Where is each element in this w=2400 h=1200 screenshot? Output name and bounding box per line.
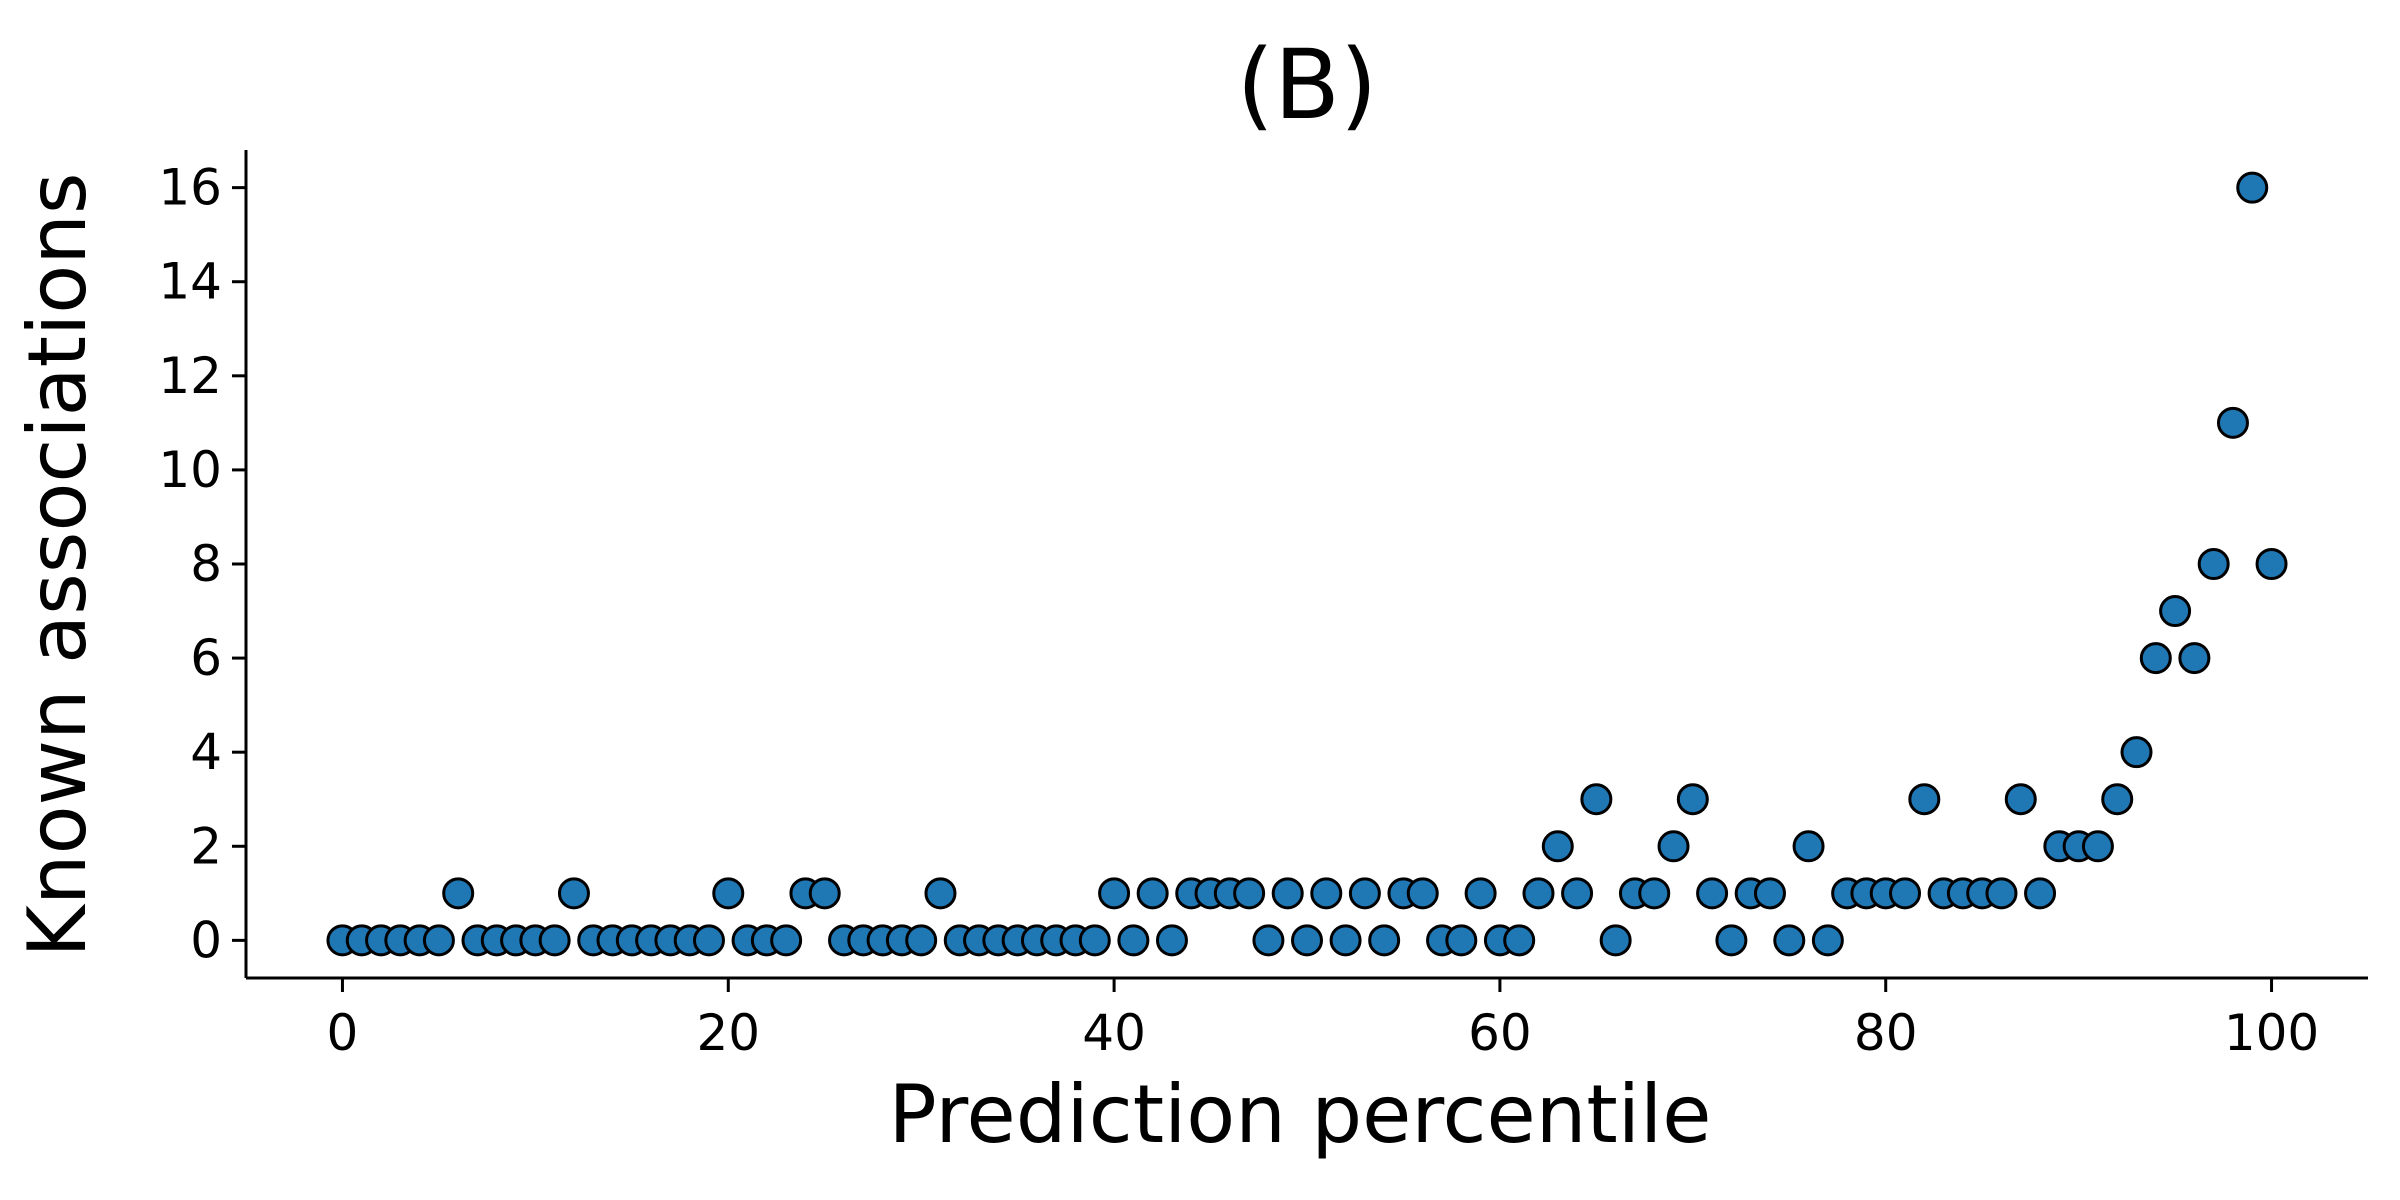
data-point	[1561, 877, 1594, 910]
data-point	[2101, 783, 2134, 816]
data-point	[1310, 877, 1343, 910]
data-point	[442, 877, 475, 910]
data-point	[2178, 642, 2211, 675]
data-points	[326, 171, 2288, 957]
data-point	[1908, 783, 1941, 816]
data-point	[2081, 830, 2114, 863]
data-point	[1773, 924, 1806, 957]
x-tick-label: 100	[2224, 1004, 2319, 1062]
x-axis-title: Prediction percentile	[889, 1068, 1712, 1161]
data-point	[422, 924, 455, 957]
data-point	[2139, 642, 2172, 675]
y-tick-label: 14	[158, 253, 222, 311]
data-point	[692, 924, 725, 957]
data-point	[808, 877, 841, 910]
data-point	[538, 924, 571, 957]
data-point	[1136, 877, 1169, 910]
data-point	[1098, 877, 1131, 910]
data-point	[557, 877, 590, 910]
chart-title: (B)	[1237, 29, 1378, 141]
data-point	[1657, 830, 1690, 863]
y-tick-label: 6	[190, 629, 222, 687]
data-point	[1638, 877, 1671, 910]
data-point	[1696, 877, 1729, 910]
data-point	[1792, 830, 1825, 863]
data-point	[1503, 924, 1536, 957]
data-point	[1445, 924, 1478, 957]
data-point	[1715, 924, 1748, 957]
data-point	[2197, 548, 2230, 580]
data-point	[1753, 877, 1786, 910]
data-point	[2216, 406, 2249, 439]
x-tick-label: 40	[1082, 1004, 1146, 1062]
y-axis-title: Known associations	[11, 172, 104, 957]
y-tick-label: 4	[190, 723, 222, 781]
data-point	[1329, 924, 1362, 957]
x-tick-label: 20	[696, 1004, 760, 1062]
data-point	[1078, 924, 1111, 957]
data-point	[1599, 924, 1632, 957]
data-point	[1580, 783, 1613, 816]
data-point	[1271, 877, 1304, 910]
data-point	[1464, 877, 1497, 910]
data-point	[1233, 877, 1266, 910]
data-point	[1522, 877, 1555, 910]
x-tick-label: 60	[1468, 1004, 1532, 1062]
data-point	[1155, 924, 1188, 957]
data-point	[2255, 548, 2288, 580]
data-point	[2159, 595, 2192, 628]
axis-ticks: 0 20 40 60 80 100 0 2 4 6 8 10 12 14 16	[158, 159, 2319, 1062]
data-point	[712, 877, 745, 910]
data-point	[1348, 877, 1381, 910]
data-point	[2120, 736, 2153, 769]
data-point	[770, 924, 803, 957]
data-point	[1252, 924, 1285, 957]
data-point	[2236, 171, 2269, 204]
y-tick-label: 2	[190, 817, 222, 875]
data-point	[1291, 924, 1323, 957]
y-tick-label: 10	[158, 441, 222, 499]
y-tick-label: 8	[190, 535, 222, 593]
data-point	[2004, 783, 2037, 816]
data-point	[924, 877, 957, 910]
data-point	[1985, 877, 2018, 910]
data-point	[1889, 877, 1922, 910]
data-point	[1811, 924, 1844, 957]
y-tick-label: 16	[158, 159, 222, 217]
data-point	[1676, 783, 1709, 816]
data-point	[1541, 830, 1574, 863]
data-point	[1406, 877, 1439, 910]
data-point	[1117, 924, 1150, 957]
data-point	[2024, 877, 2057, 910]
data-point	[905, 924, 938, 957]
y-tick-label: 12	[158, 347, 222, 405]
x-tick-label: 0	[327, 1004, 359, 1062]
data-point	[1368, 924, 1401, 957]
y-tick-label: 0	[190, 911, 222, 969]
x-tick-label: 80	[1854, 1004, 1918, 1062]
